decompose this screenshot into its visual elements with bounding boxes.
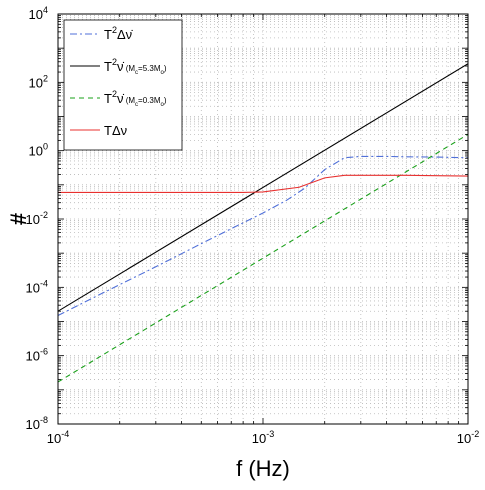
y-tick-label-base: 10 bbox=[26, 417, 40, 432]
y-tick-label-exponent: -6 bbox=[40, 347, 48, 357]
legend-text-sub-end: ) bbox=[164, 96, 167, 105]
y-tick-label: 100 bbox=[29, 142, 48, 159]
y-axis-label: # bbox=[6, 213, 31, 225]
legend-text-sub-c: c bbox=[135, 70, 138, 76]
legend-text-main: T bbox=[104, 59, 112, 74]
x-tick-label: 10-4 bbox=[47, 429, 69, 446]
x-tick-label-exponent: -3 bbox=[266, 429, 274, 439]
y-tick-label: 104 bbox=[29, 5, 48, 22]
y-tick-label: 10-8 bbox=[26, 415, 48, 432]
y-tick-label-base: 10 bbox=[29, 7, 43, 22]
legend-entry-1: T2ν̇ (Mc=5.3Mo) bbox=[104, 57, 167, 76]
legend-text-tail: Δν̇ bbox=[117, 27, 133, 42]
x-tick-label-base: 10 bbox=[47, 431, 61, 446]
y-tick-label: 10-2 bbox=[26, 210, 48, 227]
legend-entry-0: T2Δν̇ bbox=[104, 25, 133, 42]
legend-text-tail: Δν bbox=[112, 123, 127, 138]
legend-entry-3: TΔν bbox=[104, 123, 127, 138]
x-tick-label-base: 10 bbox=[252, 431, 266, 446]
legend-text-sub-post: =0.3M bbox=[138, 96, 161, 105]
legend-text-main: T bbox=[104, 123, 112, 138]
legend-entry-2: T2ν̇ (Mc=0.3Mo) bbox=[104, 89, 167, 108]
legend-text-main: T bbox=[104, 91, 112, 106]
y-tick-label-exponent: -8 bbox=[40, 415, 48, 425]
x-axis-label: f (Hz) bbox=[236, 456, 290, 481]
y-tick-label-exponent: 4 bbox=[43, 5, 48, 15]
legend-text-sup: 2 bbox=[112, 89, 117, 99]
legend-text-sub-end: ) bbox=[164, 64, 167, 73]
series-layer bbox=[58, 63, 468, 383]
legend-text-sup: 2 bbox=[112, 25, 117, 35]
y-tick-label: 102 bbox=[29, 73, 48, 90]
x-tick-label-exponent: -4 bbox=[61, 429, 69, 439]
y-tick-label: 10-6 bbox=[26, 347, 48, 364]
y-tick-label-base: 10 bbox=[26, 212, 40, 227]
y-tick-label-exponent: 2 bbox=[43, 73, 48, 83]
legend-text-sub-post: =5.3M bbox=[138, 64, 161, 73]
x-tick-label: 10-2 bbox=[457, 429, 479, 446]
series-line-3 bbox=[58, 174, 468, 193]
y-tick-label-exponent: -2 bbox=[40, 210, 48, 220]
y-tick-label-base: 10 bbox=[26, 280, 40, 295]
y-tick-label-base: 10 bbox=[29, 75, 43, 90]
legend-text-main: T bbox=[104, 27, 112, 42]
legend-text-sub-o: o bbox=[161, 102, 165, 108]
legend-text-sub-o: o bbox=[161, 70, 165, 76]
series-line-0 bbox=[58, 155, 468, 316]
y-tick-label-exponent: 0 bbox=[43, 142, 48, 152]
legend-text-sub: (M bbox=[123, 96, 135, 105]
legend-text-sub-c: c bbox=[135, 102, 138, 108]
y-tick-label-exponent: -4 bbox=[40, 278, 48, 288]
legend-text-sup: 2 bbox=[112, 57, 117, 67]
legend-text-tail: ν̇ bbox=[117, 59, 125, 74]
legend-text-sub: (M bbox=[123, 64, 135, 73]
y-tick-label-base: 10 bbox=[29, 144, 43, 159]
series-line-1 bbox=[58, 63, 468, 312]
y-tick-label: 10-4 bbox=[26, 278, 48, 295]
y-tick-label-base: 10 bbox=[26, 349, 40, 364]
x-tick-label: 10-3 bbox=[252, 429, 274, 446]
legend-text-tail: ν̇ bbox=[117, 91, 125, 106]
legend-box bbox=[63, 19, 183, 151]
legend: T2Δν̇T2ν̇ (Mc=5.3Mo)T2ν̇ (Mc=0.3Mo)TΔν bbox=[63, 19, 183, 151]
x-tick-label-base: 10 bbox=[457, 431, 471, 446]
x-tick-label-exponent: -2 bbox=[471, 429, 479, 439]
tick-marks bbox=[57, 14, 468, 425]
